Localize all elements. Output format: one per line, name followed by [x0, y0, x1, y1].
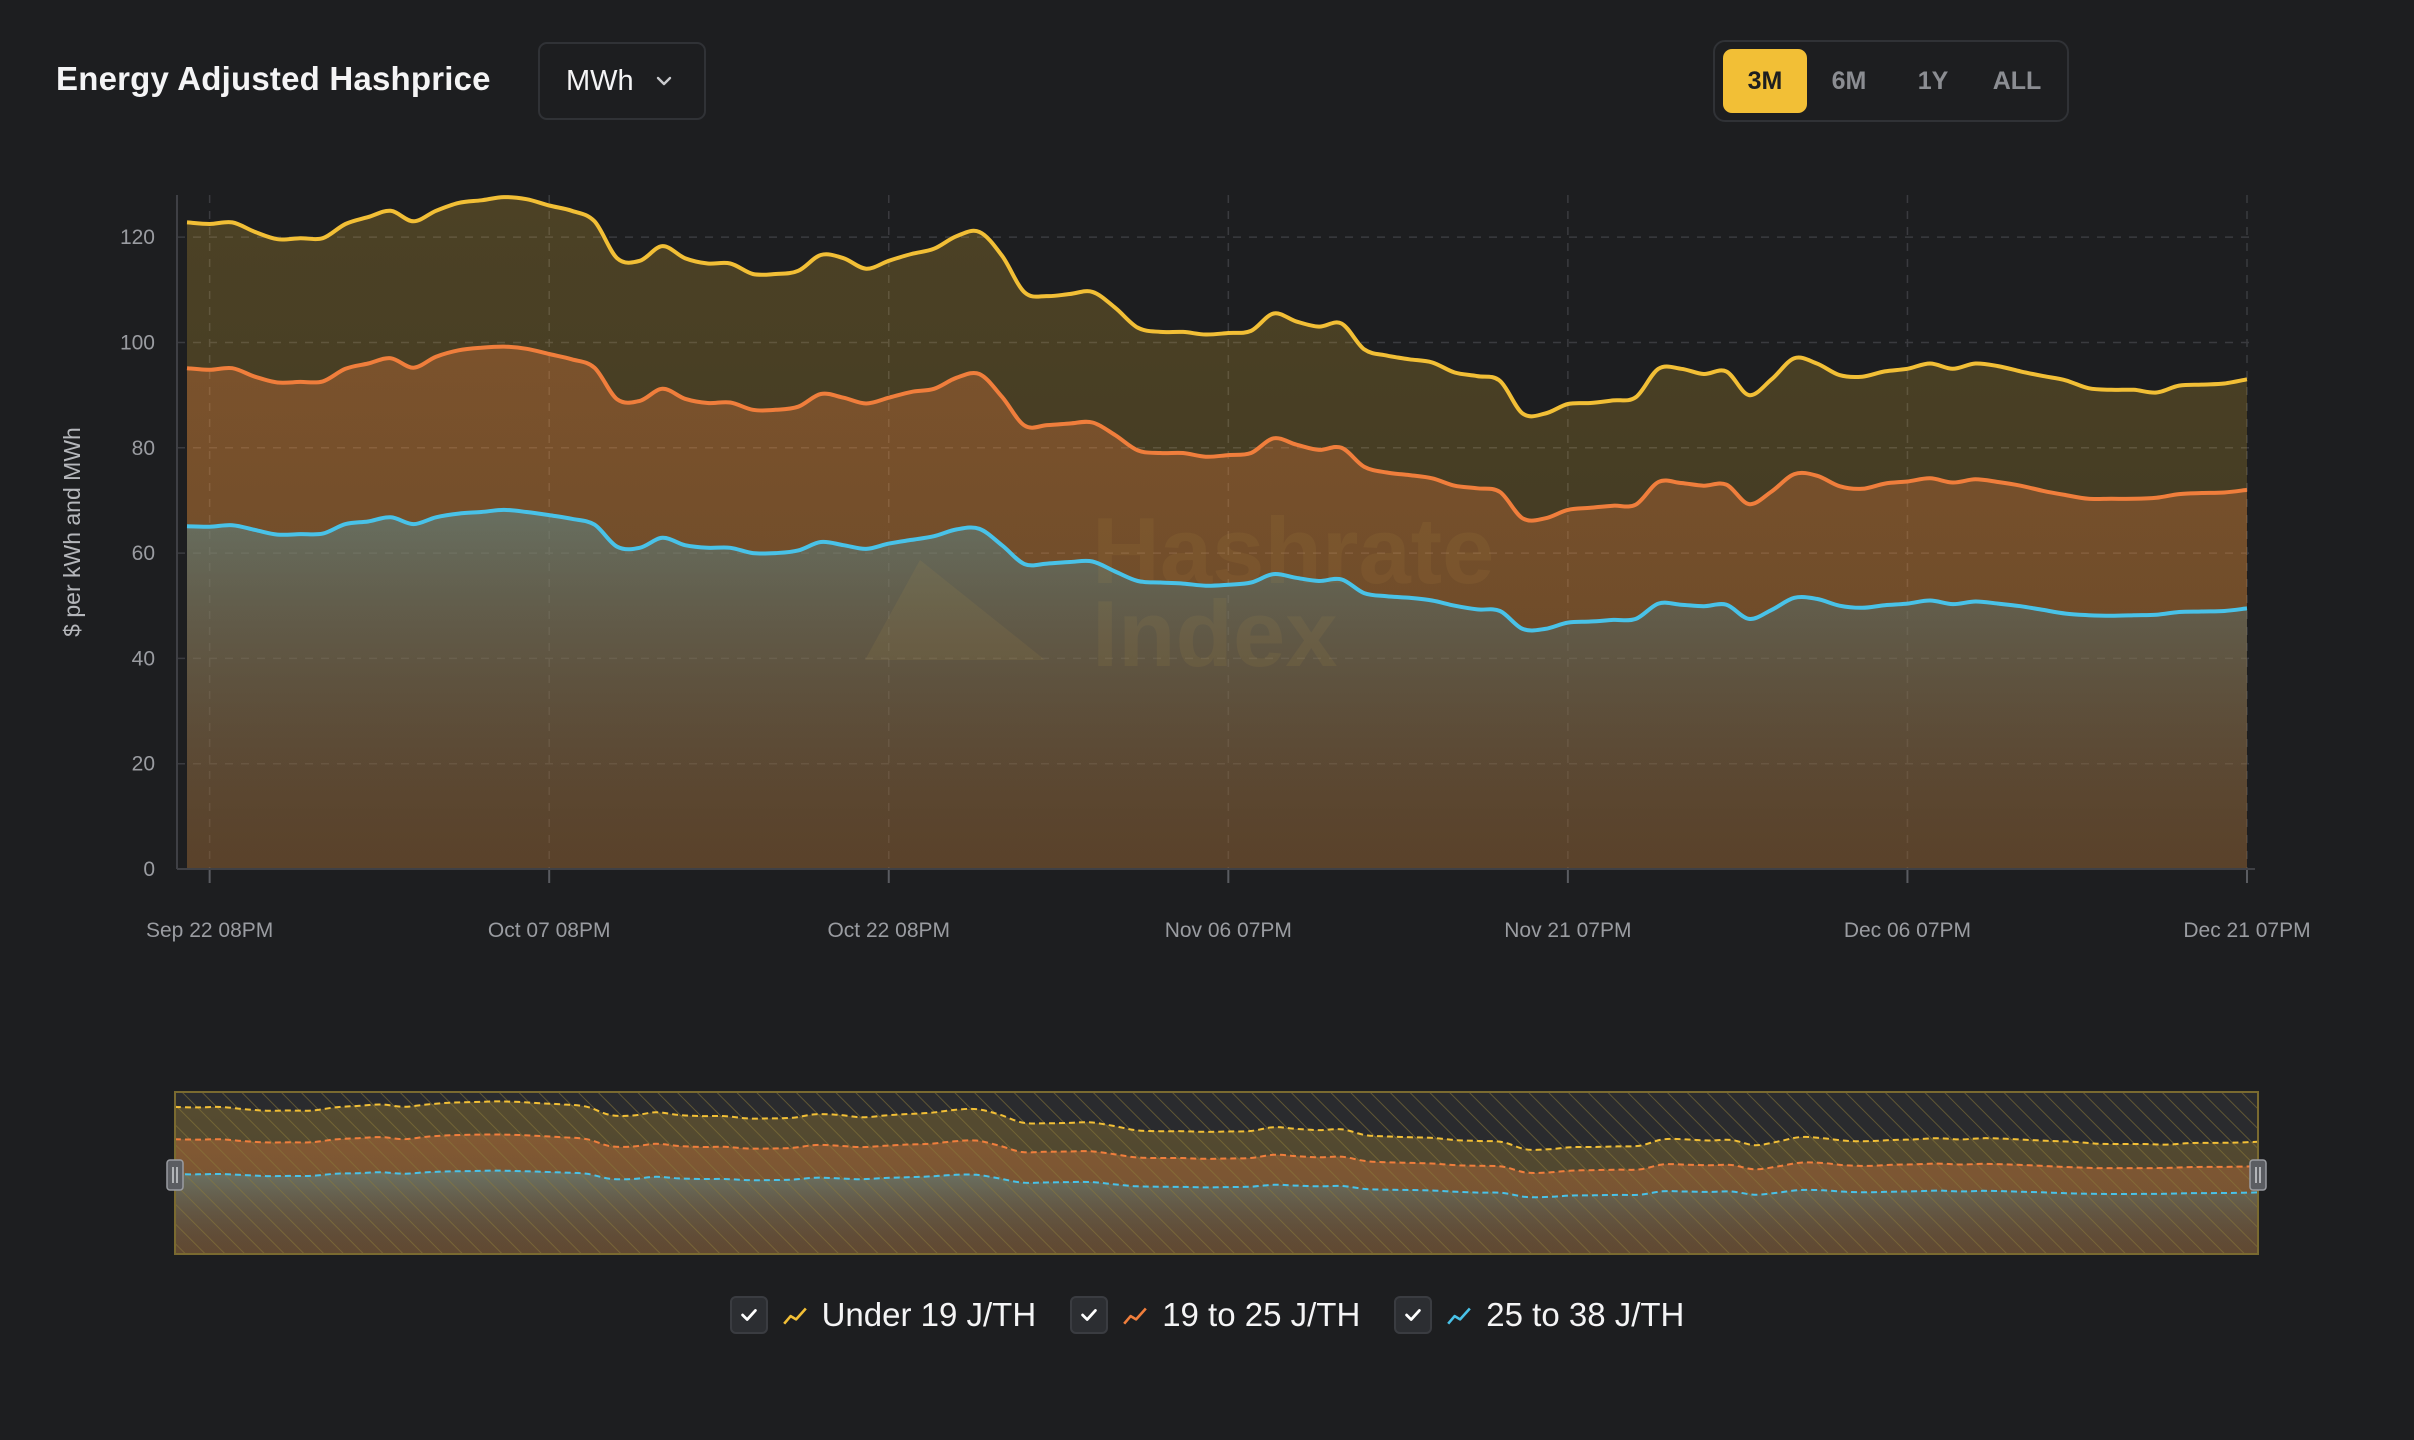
- unit-select-value: MWh: [566, 64, 634, 97]
- y-tick-label: 20: [132, 753, 155, 776]
- line-series-icon: [1123, 1307, 1147, 1325]
- legend-item-19-to-25[interactable]: 19 to 25 J/TH: [1070, 1296, 1360, 1334]
- checkbox-checked-icon[interactable]: [1394, 1296, 1433, 1334]
- checkbox-checked-icon[interactable]: [729, 1296, 768, 1334]
- y-tick-label: 100: [120, 331, 155, 354]
- y-tick-label: 80: [132, 437, 155, 460]
- legend-label: 25 to 38 J/TH: [1486, 1296, 1685, 1333]
- legend-label: 19 to 25 J/TH: [1162, 1296, 1361, 1333]
- watermark-text: Hashrate: [1092, 498, 1494, 603]
- navigator-selection[interactable]: [175, 1092, 2258, 1254]
- navigator-line-19-to-25: [174, 1133, 2259, 1174]
- chart-title: Energy Adjusted Hashprice: [56, 60, 491, 97]
- range-1y-button[interactable]: 1Y: [1917, 66, 1949, 95]
- legend-label: Under 19 J/TH: [821, 1296, 1037, 1333]
- legend: Under 19 J/TH 19 to 25 J/TH 25 to 38 J/TH: [0, 1296, 2414, 1334]
- range-navigator[interactable]: [166, 1091, 2267, 1255]
- x-tick-label: Nov 21 07PM: [1504, 919, 1631, 942]
- range-selector: 3M 6M 1Y ALL: [1713, 40, 2069, 122]
- chevron-down-icon: [656, 76, 671, 86]
- y-axis-title: $ per kWh and MWh: [59, 427, 85, 637]
- unit-select[interactable]: MWh: [538, 42, 706, 120]
- area-25-to-38: [187, 509, 2247, 869]
- y-tick-label: 60: [132, 542, 155, 565]
- x-tick-label: Dec 21 07PM: [2183, 919, 2310, 942]
- x-tick-label: Nov 06 07PM: [1165, 919, 1292, 942]
- y-tick-label: 40: [132, 647, 155, 670]
- x-tick-label: Oct 22 08PM: [827, 919, 950, 942]
- range-all-button[interactable]: ALL: [1992, 66, 2042, 95]
- watermark: Hashrate Index: [865, 498, 1494, 686]
- line-series-icon: [782, 1307, 807, 1325]
- navigator-handle-right[interactable]: [2249, 1159, 2267, 1191]
- series-line-19-to-25: [186, 344, 2248, 523]
- checkbox-checked-icon[interactable]: [1070, 1296, 1109, 1334]
- watermark-text-2: Index: [1092, 581, 1338, 686]
- y-tick-label: 0: [143, 858, 155, 881]
- x-tick-label: Dec 06 07PM: [1844, 919, 1971, 942]
- series-line-under-19: [186, 195, 2248, 419]
- x-tick-label: Oct 07 08PM: [488, 919, 611, 942]
- legend-item-under-19[interactable]: Under 19 J/TH: [729, 1296, 1037, 1334]
- y-tick-label: 120: [120, 226, 155, 249]
- series-line-25-to-38: [186, 507, 2248, 633]
- line-series-icon: [1447, 1307, 1472, 1325]
- navigator-handle-left[interactable]: [166, 1159, 184, 1191]
- range-3m-button[interactable]: 3M: [1723, 49, 1807, 113]
- hashprice-chart: Hashrate Index 0 20 40 60 80 100 120 Sep 22 08P…: [59, 195, 2311, 1255]
- x-tick-label: Sep 22 08PM: [146, 919, 273, 942]
- navigator-line-25-to-38: [174, 1169, 2259, 1199]
- range-6m-button[interactable]: 6M: [1831, 66, 1867, 95]
- legend-item-25-to-38[interactable]: 25 to 38 J/TH: [1394, 1296, 1684, 1334]
